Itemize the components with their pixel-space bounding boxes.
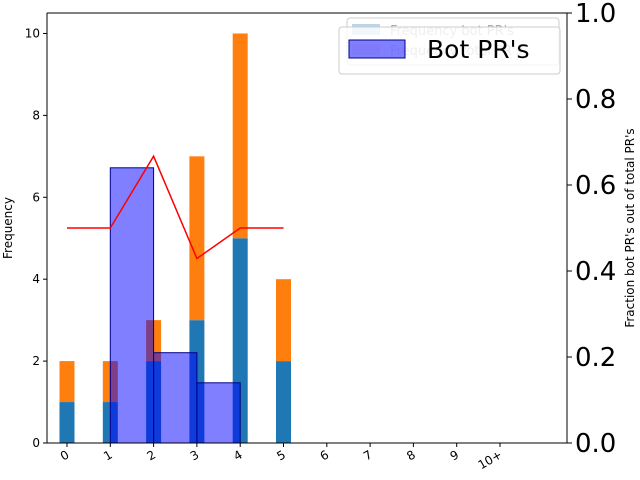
x-tick-label-1: 1 — [101, 447, 115, 463]
y-right-tick-label-3: 0.6 — [575, 171, 616, 201]
bar-series1-5 — [276, 361, 291, 443]
fraction-line-path — [67, 154, 284, 260]
x-tick-label-10: 10+ — [476, 447, 505, 472]
x-tick-label-7: 7 — [361, 447, 375, 463]
y-right-tick-label-2: 0.4 — [575, 257, 616, 287]
y-left-label: Frequency — [1, 197, 15, 259]
y-right-tick-label-4: 0.8 — [575, 85, 616, 115]
x-ticks: 0 1 2 3 4 5 6 7 8 9 10+ — [58, 443, 505, 472]
legend-front-box — [338, 26, 561, 75]
x-tick-label-5: 5 — [274, 447, 288, 463]
bar-series2-0 — [59, 361, 75, 403]
x-tick-label-0: 0 — [58, 447, 72, 463]
y-right-ticks: 0.0 0.2 0.4 0.6 0.8 1.0 — [567, 0, 616, 459]
legend-front-swatch-0 — [348, 39, 406, 59]
x-tick-label-8: 8 — [404, 447, 418, 463]
y-left-tick-label-2: 4 — [32, 272, 40, 286]
y-left-tick-label-5: 10 — [25, 26, 40, 40]
x-tick-label-6: 6 — [318, 447, 332, 463]
bot-pr-bar-0 — [109, 167, 155, 444]
bar-series2-4 — [232, 33, 248, 239]
bar-series2-5 — [276, 279, 291, 362]
y-right-label: Fraction bot PR's out of total PR's — [623, 128, 637, 327]
bot-pr-bars — [109, 167, 241, 444]
y-right-tick-label-1: 0.2 — [575, 343, 616, 373]
bot-pr-bar-2 — [196, 382, 241, 444]
legend-bot-prs: Bot PR's — [338, 26, 561, 75]
y-left-tick-label-3: 6 — [32, 190, 40, 204]
y-right-tick-label-5: 1.0 — [575, 0, 616, 29]
bot-pr-bar-1 — [153, 352, 198, 444]
y-left-ticks: 0 2 4 6 8 10 — [25, 26, 47, 450]
y-right-tick-label-0: 0.0 — [575, 429, 616, 459]
x-tick-label-4: 4 — [231, 447, 245, 463]
y-left-tick-label-0: 0 — [32, 436, 40, 450]
y-left-tick-label-1: 2 — [32, 354, 40, 368]
fraction-line — [67, 154, 284, 260]
bar-series2-3 — [189, 156, 205, 321]
y-left-tick-label-4: 8 — [32, 108, 40, 122]
x-tick-label-9: 9 — [448, 447, 462, 463]
x-tick-label-2: 2 — [144, 447, 158, 463]
axes — [46, 12, 568, 444]
x-tick-label-3: 3 — [188, 447, 202, 463]
bar-series1-0 — [59, 402, 75, 443]
plot-area — [59, 33, 291, 444]
legend-front-label-0: Bot PR's — [427, 35, 530, 64]
